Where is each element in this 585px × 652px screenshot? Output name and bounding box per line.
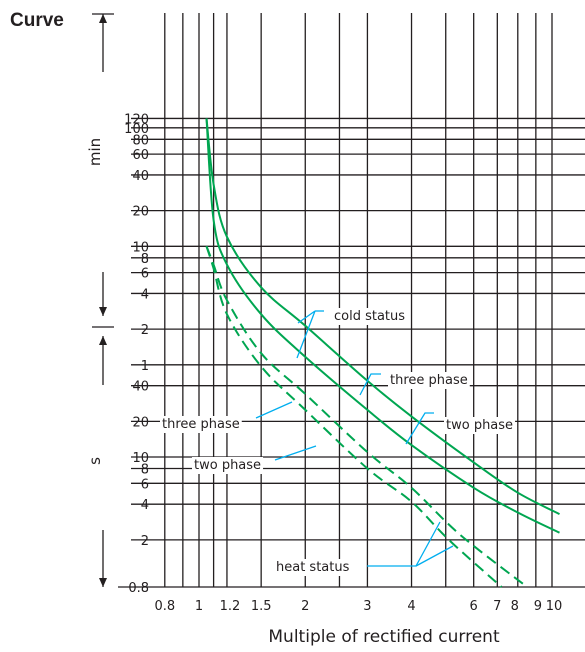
cold-three-phase-curve <box>205 118 560 515</box>
annotations: cold status three phase two phase three pha… <box>160 308 516 576</box>
annotation-background <box>274 559 352 576</box>
annotation-background <box>160 416 242 433</box>
curves <box>205 118 560 588</box>
x-tick-label: 9 <box>534 599 542 614</box>
x-tick-label: 10 <box>546 599 563 614</box>
y-tick-label-min: 80 <box>132 133 149 148</box>
y-tick-label-min: 20 <box>132 205 149 220</box>
y-tick-label-s: 0.8 <box>128 581 149 596</box>
y-tick-label-min: 40 <box>132 169 149 184</box>
range-arrowhead <box>99 307 107 316</box>
grid <box>118 13 585 588</box>
y-tick-label-min: 10 <box>132 240 149 255</box>
y-tick-label-s: 8 <box>141 463 149 478</box>
cold-two-phase-curve <box>205 118 560 534</box>
annotation-two-phase-heat: two phase <box>194 458 261 473</box>
range-arrowhead <box>99 578 107 587</box>
x-tick-label: 3 <box>363 599 371 614</box>
y-unit-seconds: s <box>86 457 104 465</box>
range-arrowhead <box>99 14 107 23</box>
x-tick-label: 1.2 <box>220 599 241 614</box>
annotation-background <box>192 457 264 474</box>
y-tick-label-s: 6 <box>141 477 149 492</box>
range-arrowhead <box>99 336 107 345</box>
y-tick-label-s: 40 <box>132 380 149 395</box>
x-tick-label: 2 <box>301 599 309 614</box>
y-tick-label-s: 2 <box>141 534 149 549</box>
y-tick-label-min: 1 <box>141 359 149 374</box>
x-tick-label: 1 <box>195 599 203 614</box>
annotation-background <box>444 417 516 434</box>
y-tick-label-min: 4 <box>141 287 149 302</box>
leader-cold-2 <box>296 310 316 359</box>
y-tick-label-min: 100 <box>124 122 149 137</box>
heat-two-phase-curve <box>205 245 503 588</box>
leader-two-phase-heat <box>274 445 317 461</box>
annotation-background <box>388 372 470 389</box>
chart-heading: Curve <box>10 10 64 31</box>
x-tick-label: 8 <box>511 599 519 614</box>
leader-heat-2 <box>415 545 454 567</box>
x-tick-label: 1.5 <box>251 599 272 614</box>
y-tick-label-s: 10 <box>132 451 149 466</box>
y-tick-label-min: 6 <box>141 267 149 282</box>
leader-three-phase-heat <box>255 401 293 419</box>
annotation-cold-status: cold status <box>334 309 405 324</box>
y-tick-label-s: 20 <box>132 415 149 430</box>
y-tick-label-min: 2 <box>141 323 149 338</box>
annotation-background <box>332 308 408 325</box>
y-unit-minutes: min <box>86 138 104 166</box>
heat-three-phase-curve <box>205 245 528 588</box>
annotation-heat-status: heat status <box>276 560 350 575</box>
x-tick-label: 4 <box>407 599 415 614</box>
leader-three-phase-cold <box>359 373 381 396</box>
leader-cold-1 <box>297 310 316 324</box>
annotation-three-phase-heat: three phase <box>162 417 240 432</box>
annotation-three-phase-cold: three phase <box>390 373 468 388</box>
leader-two-phase-cold <box>405 412 434 445</box>
annotation-leaders <box>255 310 454 567</box>
y-tick-label-min: 120 <box>124 112 149 127</box>
axes: min s Multiple of rectified current 1 2 4 6… <box>86 13 563 647</box>
y-tick-label-s: 4 <box>141 498 149 513</box>
x-tick-label: 6 <box>470 599 478 614</box>
x-tick-label: 7 <box>493 599 501 614</box>
x-axis-title: Multiple of rectified current <box>268 627 500 647</box>
x-tick-label: 0.8 <box>154 599 175 614</box>
y-tick-label-min: 8 <box>141 252 149 267</box>
y-tick-label-min: 60 <box>132 148 149 163</box>
annotation-two-phase-cold: two phase <box>446 418 513 433</box>
